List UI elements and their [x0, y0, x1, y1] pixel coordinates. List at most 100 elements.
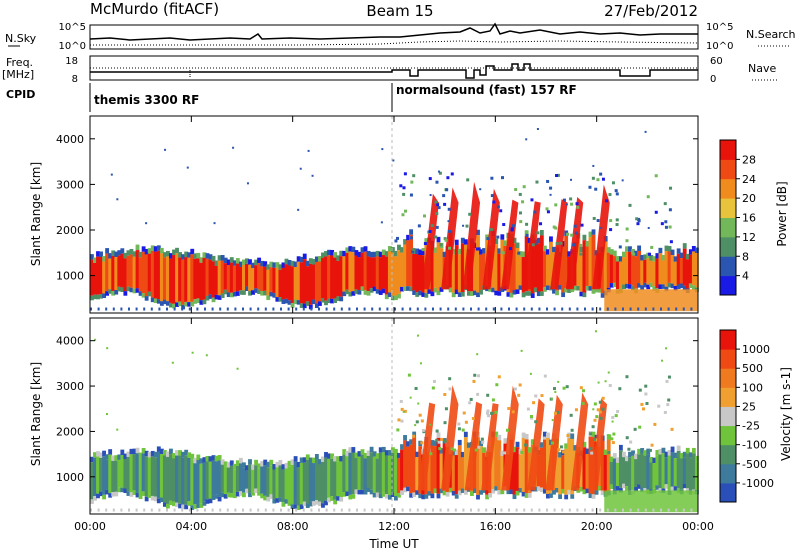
echo-speck — [471, 416, 475, 420]
echo-cell — [217, 295, 222, 300]
echo-speck — [401, 213, 405, 217]
echo-cell — [175, 502, 179, 508]
echo-speck — [670, 427, 674, 431]
echo-speck — [660, 222, 664, 226]
nsky-label: N.Sky — [5, 32, 37, 45]
echo-cell — [406, 486, 410, 492]
echo-speck — [466, 178, 470, 182]
echo-cell — [114, 251, 119, 258]
echo-cell — [482, 253, 486, 286]
echo-cell — [260, 266, 265, 292]
echo-speck — [608, 193, 612, 197]
echo-speck — [518, 192, 522, 196]
echo-cell — [409, 444, 414, 494]
echo-speck — [500, 508, 503, 512]
echo-cell — [245, 470, 249, 489]
echo-speck — [501, 176, 505, 180]
echo-cell — [226, 259, 231, 265]
echo-cell — [305, 260, 310, 267]
echo-cell — [102, 450, 106, 457]
echo-speck — [554, 226, 558, 230]
echo-cell — [220, 293, 225, 298]
echo-cell — [290, 459, 295, 465]
echo-speck — [552, 225, 556, 229]
echo-speck — [486, 237, 490, 241]
echo-speck — [420, 419, 424, 423]
nsearch-trace — [90, 40, 699, 46]
echo-cell — [330, 496, 334, 501]
y-tick-label: 3000 — [56, 380, 84, 393]
echo-speck — [264, 508, 267, 512]
echo-cell — [552, 490, 556, 495]
echo-cell — [394, 448, 398, 455]
echo-cell — [278, 264, 283, 270]
echo-speck — [403, 409, 407, 413]
echo-cell — [588, 493, 593, 499]
echo-cell — [229, 257, 234, 263]
echo-cell — [190, 254, 195, 302]
echo-cell — [235, 460, 240, 466]
echo-speck — [520, 349, 523, 352]
echo-speck — [191, 351, 194, 354]
echo-cell — [235, 258, 240, 264]
echo-cell — [546, 438, 550, 494]
echo-speck — [591, 425, 595, 429]
echo-speck — [589, 432, 593, 436]
nave-tick-bottom: 0 — [710, 74, 716, 85]
echo-cell — [248, 264, 252, 292]
echo-speck — [667, 375, 671, 379]
echo-speck — [566, 434, 570, 438]
echo-cell — [290, 303, 295, 308]
echo-cell — [415, 248, 420, 254]
echo-cell — [524, 433, 529, 440]
echo-cell — [506, 292, 511, 297]
echo-speck — [340, 508, 343, 512]
echo-cell — [266, 496, 271, 502]
echo-cell — [238, 290, 243, 295]
echo-speck — [434, 235, 438, 239]
echo-speck — [568, 440, 572, 444]
echo-cell — [123, 252, 128, 259]
echo-cell — [305, 266, 310, 302]
echo-cell — [120, 248, 125, 254]
echo-cell — [691, 447, 696, 454]
echo-cell — [208, 259, 213, 295]
echo-cell — [299, 303, 304, 308]
colorbar-tick-label: -25 — [742, 420, 760, 433]
echo-cell — [625, 246, 629, 252]
echo-cell — [263, 459, 268, 466]
echo-cell — [427, 289, 432, 294]
echo-cell — [506, 489, 511, 495]
echo-cell — [102, 293, 106, 299]
freq-label-1: Freq. — [6, 56, 33, 69]
echo-cell — [272, 267, 277, 294]
echo-speck — [625, 436, 629, 440]
echo-cell — [591, 229, 596, 235]
echo-cell — [169, 500, 173, 506]
echo-cell — [272, 498, 277, 504]
echo-cell — [293, 456, 298, 462]
nave-trace — [90, 63, 698, 79]
echo-speck — [287, 307, 290, 311]
echo-cell — [114, 491, 119, 497]
echo-speck — [307, 149, 310, 152]
echo-cell — [454, 449, 459, 456]
echo-cell — [90, 259, 94, 296]
echo-cell — [366, 291, 371, 296]
echo-speck — [642, 407, 646, 411]
echo-cell — [400, 247, 404, 253]
echo-speck — [508, 247, 512, 251]
echo-cell — [515, 441, 520, 448]
echo-cell — [582, 489, 587, 495]
echo-cell — [588, 436, 593, 494]
echo-cell — [351, 291, 356, 296]
echo-speck — [429, 452, 433, 456]
echo-cell — [339, 250, 344, 257]
echo-speck — [513, 387, 517, 391]
echo-cell — [439, 488, 444, 494]
echo-speck — [675, 307, 678, 311]
colorbar-tick-label: 16 — [742, 212, 756, 225]
echo-cell — [682, 243, 687, 249]
echo-cell — [196, 460, 201, 504]
echo-cell — [676, 284, 681, 290]
